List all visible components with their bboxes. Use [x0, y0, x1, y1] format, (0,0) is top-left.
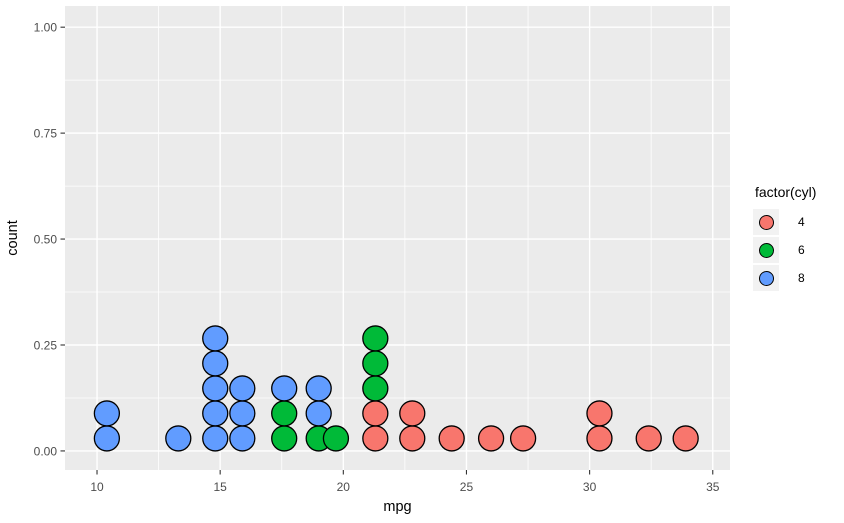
- legend-swatch-icon: [758, 270, 774, 286]
- data-point-cyl-4: [399, 400, 426, 427]
- y-tick-label: 0.00: [34, 444, 58, 458]
- legend-rows: 4 6 8: [753, 209, 816, 291]
- data-point-cyl-6: [362, 350, 389, 377]
- data-point-cyl-4: [399, 425, 426, 452]
- data-point-cyl-6: [271, 425, 298, 452]
- data-point-cyl-4: [477, 425, 505, 452]
- data-point-cyl-8: [93, 425, 121, 452]
- legend-label: 4: [798, 215, 805, 229]
- data-point-cyl-8: [271, 375, 298, 402]
- data-point-cyl-8: [202, 400, 229, 427]
- data-point-cyl-4: [635, 425, 662, 452]
- x-tick-label: 25: [460, 480, 474, 494]
- x-tick-label: 10: [90, 480, 104, 494]
- data-point-cyl-6: [362, 325, 389, 352]
- data-point-cyl-4: [586, 425, 613, 452]
- data-point-cyl-4: [672, 425, 699, 452]
- data-point-cyl-4: [438, 425, 465, 452]
- plot-panel: [65, 6, 730, 470]
- legend-key: [753, 265, 779, 291]
- legend-title: factor(cyl): [755, 184, 817, 200]
- data-point-cyl-8: [305, 375, 332, 402]
- y-tick-label: 0.50: [34, 233, 58, 247]
- legend-label: 6: [798, 243, 805, 257]
- legend-label: 8: [798, 271, 805, 285]
- data-point-cyl-4: [362, 400, 389, 427]
- legend: factor(cyl) 4 6 8: [753, 184, 816, 293]
- data-point-cyl-8: [165, 425, 192, 452]
- data-point-cyl-4: [586, 400, 613, 427]
- y-tick-label: 1.00: [34, 21, 58, 35]
- data-point-cyl-8: [202, 325, 229, 352]
- x-axis-title: mpg: [383, 499, 411, 515]
- data-point-cyl-8: [229, 375, 256, 402]
- data-point-cyl-8: [229, 400, 256, 427]
- y-tick-label: 0.25: [34, 338, 58, 352]
- data-point-cyl-8: [202, 375, 229, 402]
- x-tick-label: 35: [706, 480, 720, 494]
- x-tick-label: 15: [213, 480, 227, 494]
- y-axis-title: count: [5, 220, 21, 255]
- legend-key: [753, 209, 779, 235]
- legend-swatch-icon: [758, 214, 774, 230]
- data-point-cyl-8: [305, 400, 332, 427]
- y-tick-label: 0.75: [34, 127, 58, 141]
- legend-key: [753, 237, 779, 263]
- data-point-cyl-8: [229, 425, 256, 452]
- data-point-cyl-4: [509, 425, 537, 452]
- data-point-cyl-8: [202, 425, 229, 452]
- legend-entry: 6: [753, 237, 816, 263]
- data-point-cyl-6: [271, 400, 298, 427]
- data-point-cyl-8: [93, 400, 121, 427]
- legend-swatch-icon: [758, 242, 774, 258]
- data-point-cyl-4: [362, 425, 389, 452]
- x-tick-label: 30: [583, 480, 597, 494]
- x-tick-label: 20: [337, 480, 351, 494]
- data-point-cyl-6: [322, 425, 350, 452]
- data-point-cyl-8: [202, 350, 229, 377]
- legend-entry: 4: [753, 209, 816, 235]
- data-point-cyl-6: [362, 375, 389, 402]
- legend-entry: 8: [753, 265, 816, 291]
